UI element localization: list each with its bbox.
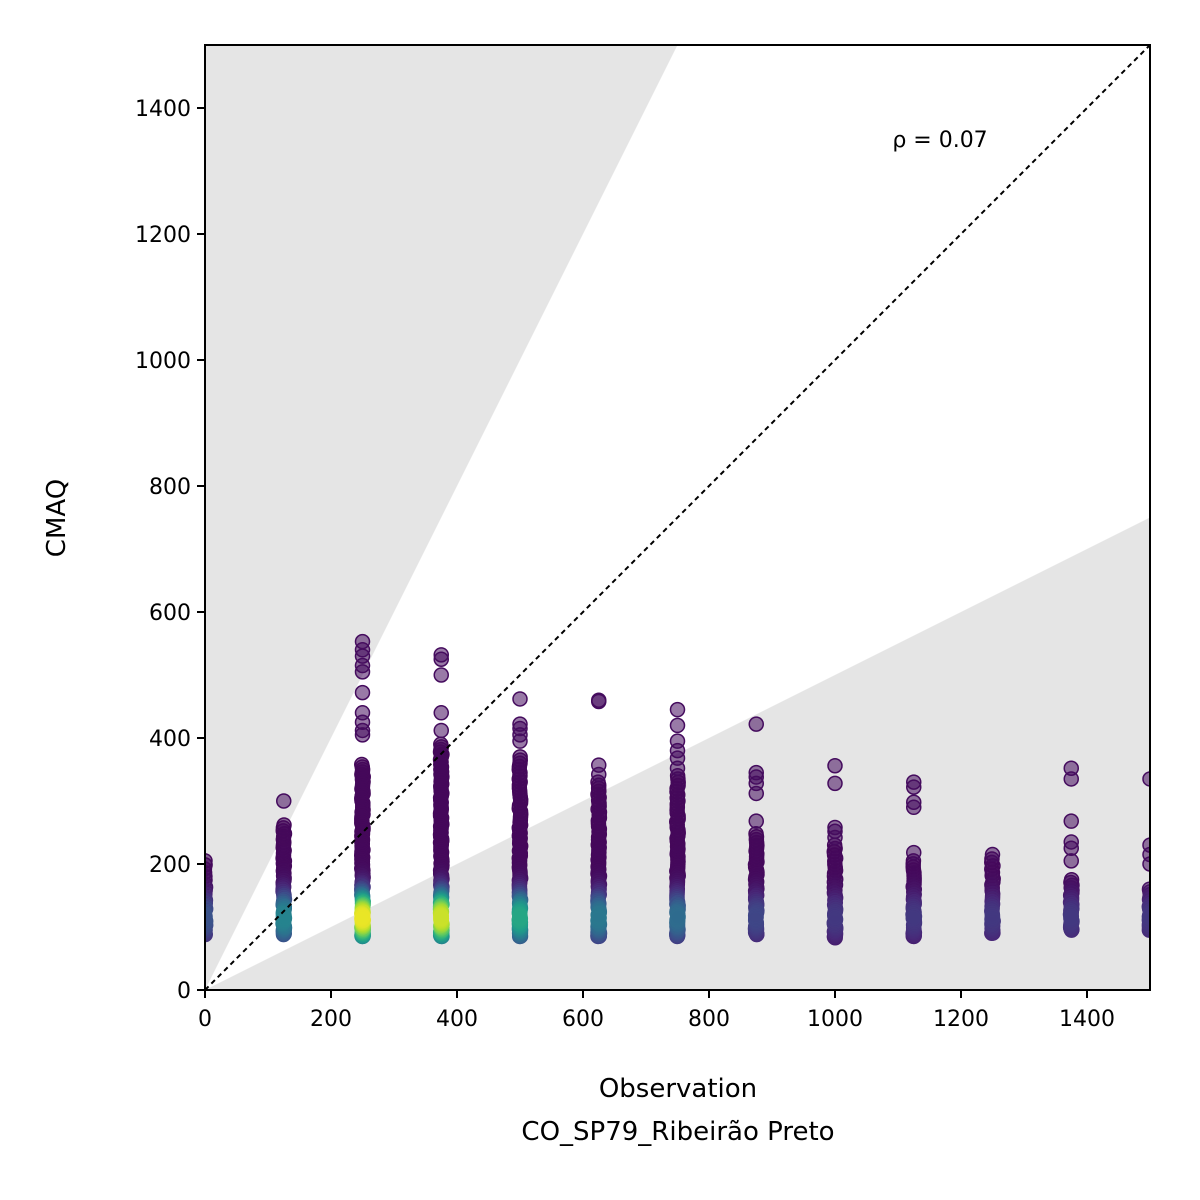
data-point: [827, 775, 843, 792]
data-point: [354, 705, 371, 721]
x-tick-label: 800: [688, 1007, 730, 1032]
scatter-points: [205, 633, 1150, 946]
one-to-one-line: [204, 44, 1151, 991]
data-point: [669, 701, 686, 718]
data-point: [433, 647, 449, 663]
y-axis: 0 200 400 600 800 1000 1200 1400: [135, 97, 205, 1004]
x-tick-label: 0: [198, 1007, 212, 1032]
data-point: [906, 844, 922, 861]
data-point: [1142, 837, 1150, 853]
data-point: [591, 757, 607, 773]
data-point: [827, 819, 843, 836]
y-tick-label: 1000: [135, 349, 191, 374]
data-point: [748, 716, 764, 732]
data-point: [1063, 760, 1079, 776]
data-point: [354, 910, 370, 926]
x-axis: 0 200 400 600 800 1000 1200 1400: [198, 990, 1115, 1032]
data-point: [511, 909, 528, 926]
data-point: [1063, 910, 1079, 926]
x-axis-label: Observation: [599, 1074, 757, 1104]
data-point: [827, 757, 843, 774]
data-point: [669, 733, 686, 749]
data-point: [670, 909, 686, 925]
data-point: [354, 684, 371, 701]
y-tick-label: 0: [177, 979, 191, 1004]
data-point: [1063, 813, 1079, 829]
data-point: [591, 910, 607, 926]
data-point: [748, 813, 764, 829]
data-point: [906, 774, 922, 790]
y-tick-label: 400: [149, 727, 191, 752]
correlation-annotation: ρ = 0.07: [892, 128, 987, 153]
data-point: [276, 910, 293, 926]
data-point: [984, 846, 1001, 863]
x-axis-sublabel: CO_SP79_Ribeirão Preto: [521, 1117, 834, 1147]
x-tick-label: 400: [436, 1007, 478, 1032]
y-axis-label: CMAQ: [42, 479, 72, 557]
data-point: [669, 717, 686, 734]
data-point: [433, 705, 449, 721]
data-point: [512, 691, 528, 707]
x-tick-label: 200: [310, 1007, 352, 1032]
x-tick-label: 1000: [807, 1007, 863, 1032]
upper-shaded-region: [205, 45, 678, 990]
data-point: [591, 692, 607, 708]
data-point: [433, 909, 449, 926]
y-tick-label: 600: [149, 601, 191, 626]
data-point: [827, 909, 843, 926]
data-point: [748, 764, 764, 781]
x-tick-label: 1400: [1059, 1007, 1115, 1032]
data-point: [276, 793, 292, 809]
data-point: [748, 909, 764, 925]
data-point: [1142, 771, 1150, 787]
plot-frame: [204, 44, 1151, 991]
data-point: [433, 667, 449, 683]
data-point: [433, 722, 449, 739]
data-point: [984, 909, 1001, 926]
y-tick-label: 200: [149, 853, 191, 878]
data-point: [1142, 910, 1150, 927]
data-point: [905, 910, 922, 927]
x-tick-label: 1200: [933, 1007, 989, 1032]
x-tick-label: 600: [562, 1007, 604, 1032]
data-point: [1063, 834, 1079, 850]
data-point: [906, 794, 922, 811]
data-point: [512, 716, 528, 732]
data-point: [354, 633, 371, 650]
y-tick-label: 800: [149, 475, 191, 500]
y-tick-label: 1400: [135, 97, 191, 122]
y-tick-label: 1200: [135, 223, 191, 248]
